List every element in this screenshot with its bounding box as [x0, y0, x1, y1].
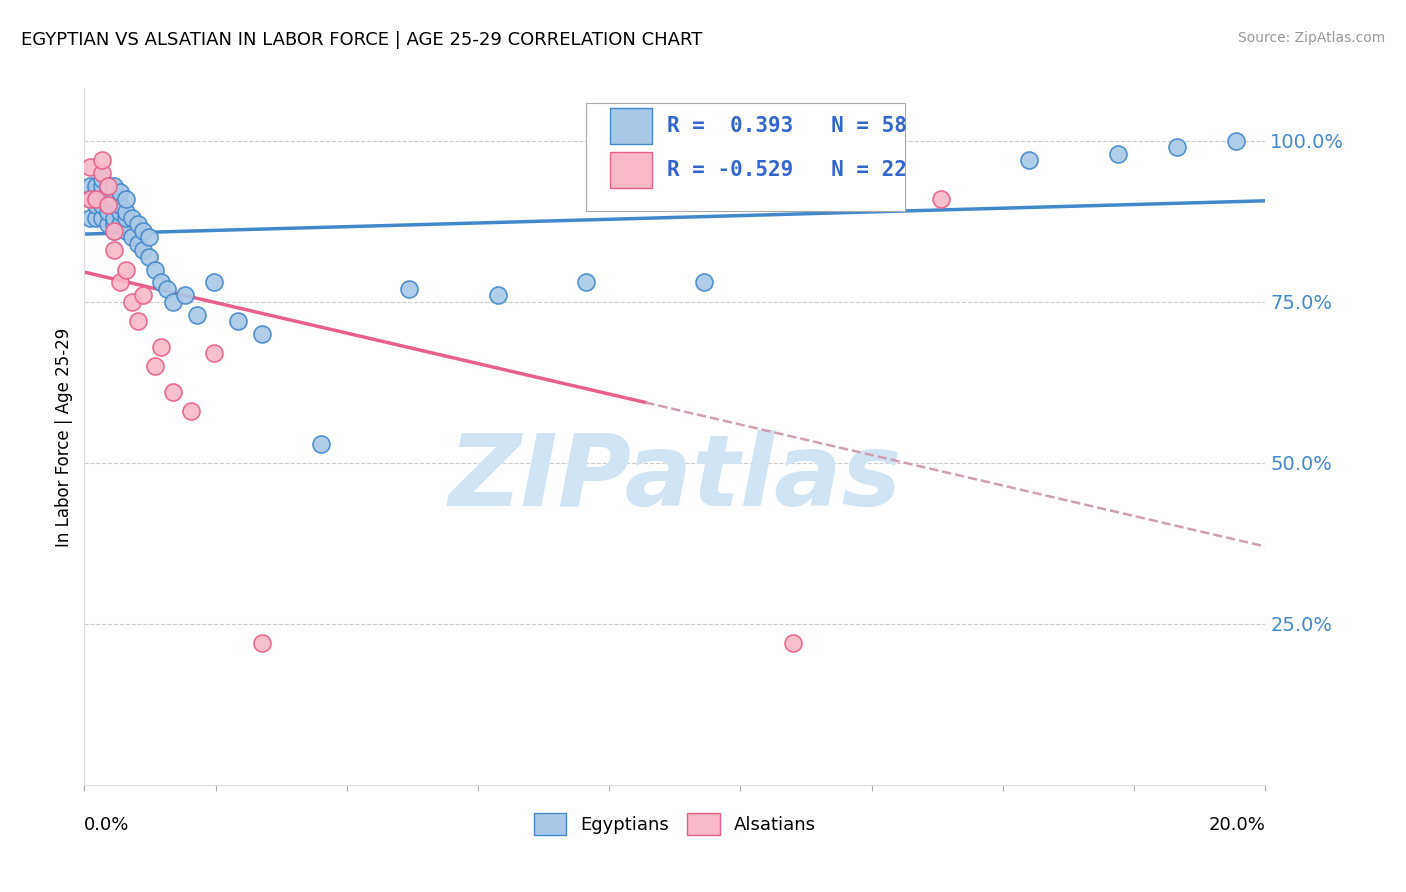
Point [84, 178, 107, 193]
Point [79, 192, 101, 206]
Point [91, 186, 114, 200]
Point [180, 404, 202, 418]
Point [91, 172, 114, 186]
Point [250, 636, 273, 650]
Point [108, 218, 131, 232]
Point [108, 204, 131, 219]
Point [91, 166, 114, 180]
Point [127, 218, 149, 232]
Text: EGYPTIAN VS ALSATIAN IN LABOR FORCE | AGE 25-29 CORRELATION CHART: EGYPTIAN VS ALSATIAN IN LABOR FORCE | AG… [21, 31, 703, 49]
Point [132, 224, 155, 238]
Text: Source: ZipAtlas.com: Source: ZipAtlas.com [1237, 31, 1385, 45]
Text: R = -0.529   N = 22: R = -0.529 N = 22 [666, 161, 907, 180]
Point [309, 436, 332, 450]
Point [693, 276, 716, 290]
Point [132, 244, 155, 258]
Point [91, 192, 114, 206]
Point [121, 230, 143, 244]
Point [114, 262, 136, 277]
Point [1225, 134, 1247, 148]
Point [202, 346, 225, 360]
FancyBboxPatch shape [610, 153, 652, 188]
Point [1166, 140, 1188, 154]
Point [103, 224, 125, 238]
Point [79, 192, 101, 206]
Point [103, 218, 125, 232]
Point [97, 192, 120, 206]
Legend: Egyptians, Alsatians: Egyptians, Alsatians [526, 805, 824, 842]
FancyBboxPatch shape [586, 103, 905, 211]
Point [114, 204, 136, 219]
Point [127, 314, 149, 328]
Point [782, 636, 804, 650]
Point [103, 192, 125, 206]
Point [79, 211, 101, 225]
Text: 20.0%: 20.0% [1209, 816, 1265, 834]
Y-axis label: In Labor Force | Age 25-29: In Labor Force | Age 25-29 [55, 327, 73, 547]
Point [150, 276, 173, 290]
Point [486, 288, 509, 302]
Point [143, 359, 166, 374]
Point [103, 224, 125, 238]
Point [121, 211, 143, 225]
Point [114, 192, 136, 206]
Point [114, 211, 136, 225]
Point [138, 250, 160, 264]
Point [1018, 153, 1040, 167]
Point [84, 186, 107, 200]
Point [97, 198, 120, 212]
Point [202, 276, 225, 290]
Point [103, 244, 125, 258]
FancyBboxPatch shape [610, 108, 652, 145]
Point [173, 288, 195, 302]
Point [97, 218, 120, 232]
Point [91, 153, 114, 167]
Point [91, 178, 114, 193]
Point [121, 294, 143, 309]
Point [84, 192, 107, 206]
Point [156, 282, 179, 296]
Point [150, 340, 173, 354]
Point [97, 186, 120, 200]
Point [114, 224, 136, 238]
Point [103, 211, 125, 225]
Point [103, 178, 125, 193]
Point [108, 186, 131, 200]
Point [127, 236, 149, 251]
Point [132, 288, 155, 302]
Point [91, 198, 114, 212]
Point [250, 326, 273, 341]
Point [398, 282, 420, 296]
Point [186, 308, 208, 322]
Text: 0.0%: 0.0% [84, 816, 129, 834]
Text: ZIPatlas: ZIPatlas [449, 430, 901, 527]
Point [138, 230, 160, 244]
Point [84, 211, 107, 225]
Point [97, 204, 120, 219]
Point [575, 276, 598, 290]
Text: R =  0.393   N = 58: R = 0.393 N = 58 [666, 116, 907, 136]
Point [143, 262, 166, 277]
Point [91, 211, 114, 225]
Point [79, 160, 101, 174]
Point [108, 276, 131, 290]
Point [97, 178, 120, 193]
Point [929, 192, 952, 206]
Point [103, 198, 125, 212]
Point [97, 178, 120, 193]
Point [84, 198, 107, 212]
Point [162, 294, 184, 309]
Point [108, 198, 131, 212]
Point [79, 178, 101, 193]
Point [226, 314, 249, 328]
Point [1107, 146, 1129, 161]
Point [162, 384, 184, 399]
